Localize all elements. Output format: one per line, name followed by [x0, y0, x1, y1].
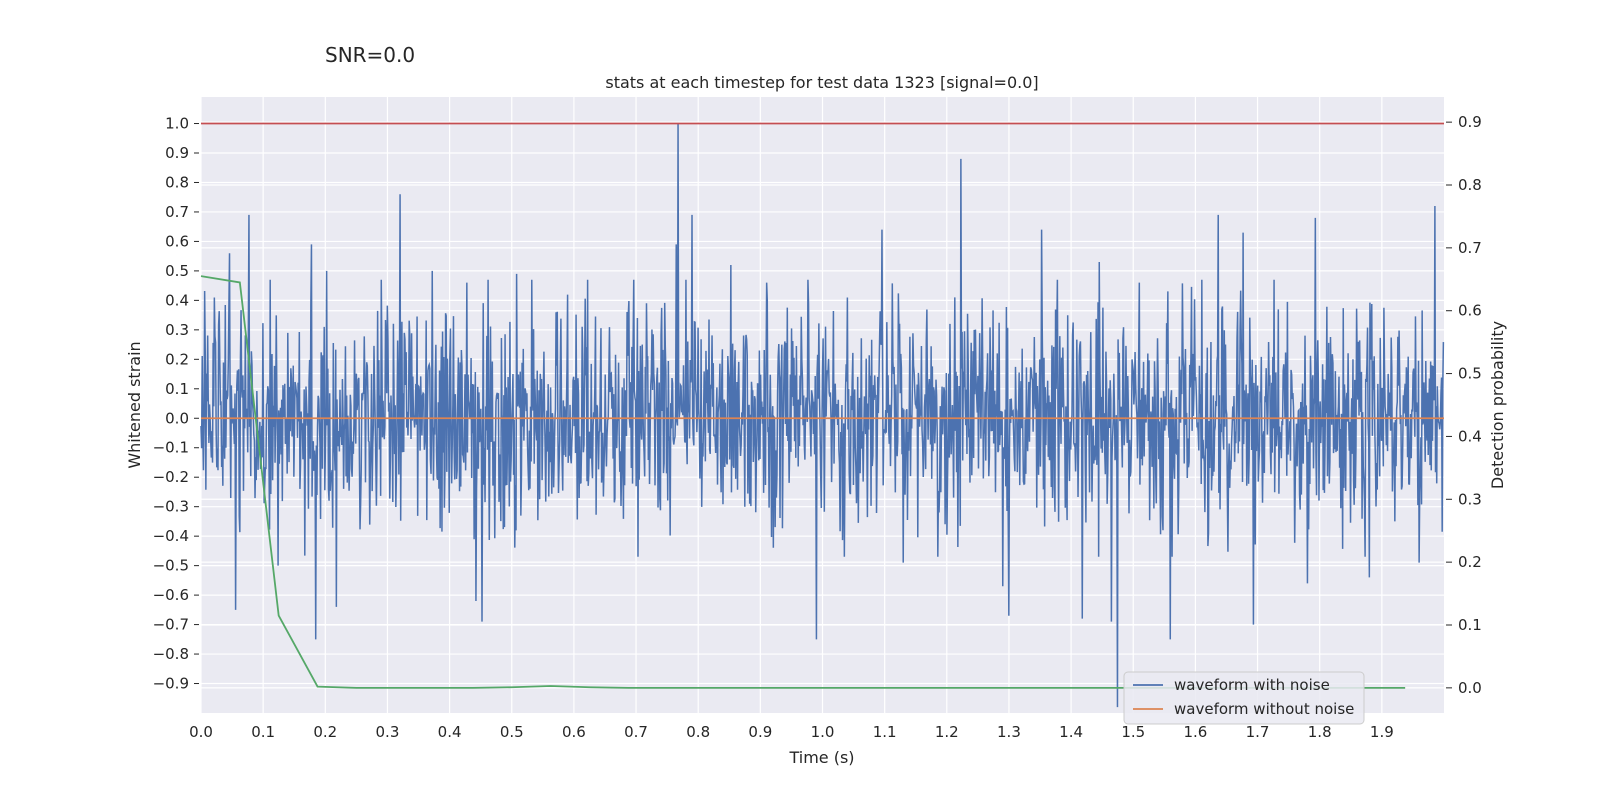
y-tick-label: −0.6	[153, 586, 189, 604]
x-tick-label: 1.5	[1121, 723, 1145, 741]
legend: waveform with noise waveform without noi…	[1123, 671, 1365, 725]
x-tick-label: 1.6	[1183, 723, 1207, 741]
y2-tick-label: 0.4	[1458, 427, 1482, 445]
x-tick-label: 1.0	[811, 723, 835, 741]
x-tick-label: 1.9	[1370, 723, 1394, 741]
x-axis-label: Time (s)	[788, 748, 854, 767]
y2-tick-label: 0.5	[1458, 365, 1482, 383]
legend-label-without-noise: waveform without noise	[1174, 700, 1354, 718]
y2-tick-label: 0.0	[1458, 679, 1482, 697]
y2-tick-label: 0.6	[1458, 302, 1482, 320]
y2-tick-label: 0.7	[1458, 239, 1482, 257]
y-tick-label: 1.0	[165, 115, 189, 133]
y-axis-label: Whitened strain	[125, 341, 144, 468]
y-tick-label: 0.8	[165, 173, 189, 191]
y-tick-label: −0.8	[153, 645, 189, 663]
y-tick-label: −0.4	[153, 527, 189, 545]
x-tick-label: 1.4	[1059, 723, 1083, 741]
y-axis-ticks: 1.0 0.9 0.8 0.7 0.6 0.5 0.4 0.3 0.2 0.1 0.0 −0.1 −0.…	[153, 115, 199, 693]
y-tick-label: −0.7	[153, 616, 189, 634]
x-tick-label: 1.8	[1308, 723, 1332, 741]
legend-label-with-noise: waveform with noise	[1174, 676, 1330, 694]
y-tick-label: 0.5	[165, 262, 189, 280]
y2-axis-ticks: 0.9 0.8 0.7 0.6 0.5 0.4 0.3 0.2 0.1 0.0	[1446, 113, 1482, 697]
y-tick-label: 0.4	[165, 291, 189, 309]
x-tick-label: 0.7	[624, 723, 648, 741]
y2-tick-label: 0.8	[1458, 176, 1482, 194]
y2-tick-label: 0.9	[1458, 113, 1482, 131]
y-tick-label: 0.7	[165, 203, 189, 221]
x-tick-label: 0.0	[189, 723, 213, 741]
y-tick-label: −0.9	[153, 675, 189, 693]
y-tick-label: 0.6	[165, 232, 189, 250]
y2-tick-label: 0.2	[1458, 553, 1482, 571]
x-tick-label: 1.2	[935, 723, 959, 741]
y-tick-label: 0.0	[165, 409, 189, 427]
x-tick-label: 0.2	[313, 723, 337, 741]
y-tick-label: 0.2	[165, 350, 189, 368]
x-tick-label: 0.4	[438, 723, 462, 741]
y-tick-label: 0.1	[165, 380, 189, 398]
legend-box	[1123, 671, 1365, 725]
y-tick-label: 0.3	[165, 321, 189, 339]
figure-suptitle: SNR=0.0	[325, 43, 415, 67]
y2-axis-label: Detection probability	[1488, 321, 1507, 489]
y-tick-label: −0.5	[153, 557, 189, 575]
x-axis-ticks: 0.0 0.1 0.2 0.3 0.4 0.5 0.6 0.7 0.8 0.9 1.0 1.1 1.2 1…	[189, 723, 1394, 741]
x-tick-label: 1.1	[873, 723, 897, 741]
x-tick-label: 0.8	[686, 723, 710, 741]
y2-tick-label: 0.3	[1458, 490, 1482, 508]
y-tick-label: −0.3	[153, 498, 189, 516]
series-waveform-with-noise	[200, 123, 1445, 708]
x-tick-label: 1.3	[997, 723, 1021, 741]
x-tick-label: 0.1	[251, 723, 275, 741]
x-tick-label: 0.9	[748, 723, 772, 741]
x-tick-label: 0.3	[376, 723, 400, 741]
y2-tick-label: 0.1	[1458, 616, 1482, 634]
chart-title: stats at each timestep for test data 132…	[605, 73, 1038, 92]
y-tick-label: −0.1	[153, 439, 189, 457]
series-layer	[200, 122, 1445, 708]
x-tick-label: 0.6	[562, 723, 586, 741]
y-tick-label: −0.2	[153, 468, 189, 486]
y-tick-label: 0.9	[165, 144, 189, 162]
x-tick-label: 1.7	[1246, 723, 1270, 741]
x-tick-label: 0.5	[500, 723, 524, 741]
